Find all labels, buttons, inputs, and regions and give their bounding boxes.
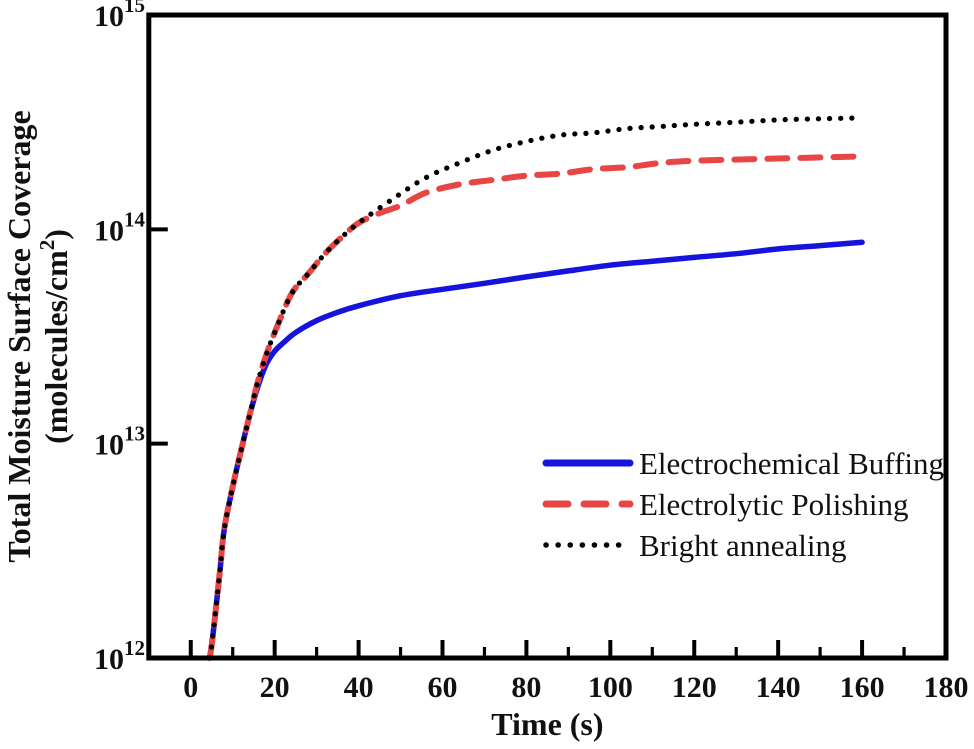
x-tick-label: 120 [672, 671, 717, 704]
y-tick-label: 1012 [94, 636, 145, 676]
plot-frame [146, 12, 949, 661]
y-axis-title-line2: (molecules/cm2) [35, 229, 74, 444]
curve-electrolytic-polishing [206, 153, 866, 661]
y-tick-label: 1013 [94, 422, 145, 462]
legend: Electrochemical Buffing Electrolytic Poli… [542, 446, 944, 563]
x-axis-title: Time (s) [491, 706, 603, 742]
x-tick-label: 100 [588, 671, 633, 704]
x-tick-label: 160 [840, 671, 885, 704]
legend-item-electrochemical-buffing: Electrochemical Buffing [542, 446, 944, 481]
curve-bright-annealing [207, 115, 865, 661]
x-tick-label: 80 [511, 671, 541, 704]
x-tick-label: 40 [344, 671, 374, 704]
x-tick-label: 140 [756, 671, 801, 704]
x-tick-label: 0 [183, 671, 198, 704]
y-tick-labels: 1015 1014 1013 1012 [94, 0, 146, 676]
legend-item-bright-annealing: Bright annealing [543, 528, 846, 563]
legend-label: Electrochemical Buffing [639, 446, 944, 481]
x-tick-label: 60 [428, 671, 458, 704]
y-tick-label: 1015 [94, 0, 145, 33]
y-tick-label: 1014 [94, 207, 146, 247]
y-axis-title-line1: Total Moisture Surface Coverage [1, 110, 37, 562]
curves [206, 115, 866, 661]
legend-label: Bright annealing [639, 528, 846, 563]
legend-label: Electrolytic Polishing [639, 487, 909, 522]
x-tick-labels: 0 20 40 60 80 100 120 140 160 180 [183, 671, 968, 704]
x-tick-label: 180 [924, 671, 969, 704]
legend-item-electrolytic-polishing: Electrolytic Polishing [542, 487, 909, 522]
x-tick-label: 20 [260, 671, 290, 704]
